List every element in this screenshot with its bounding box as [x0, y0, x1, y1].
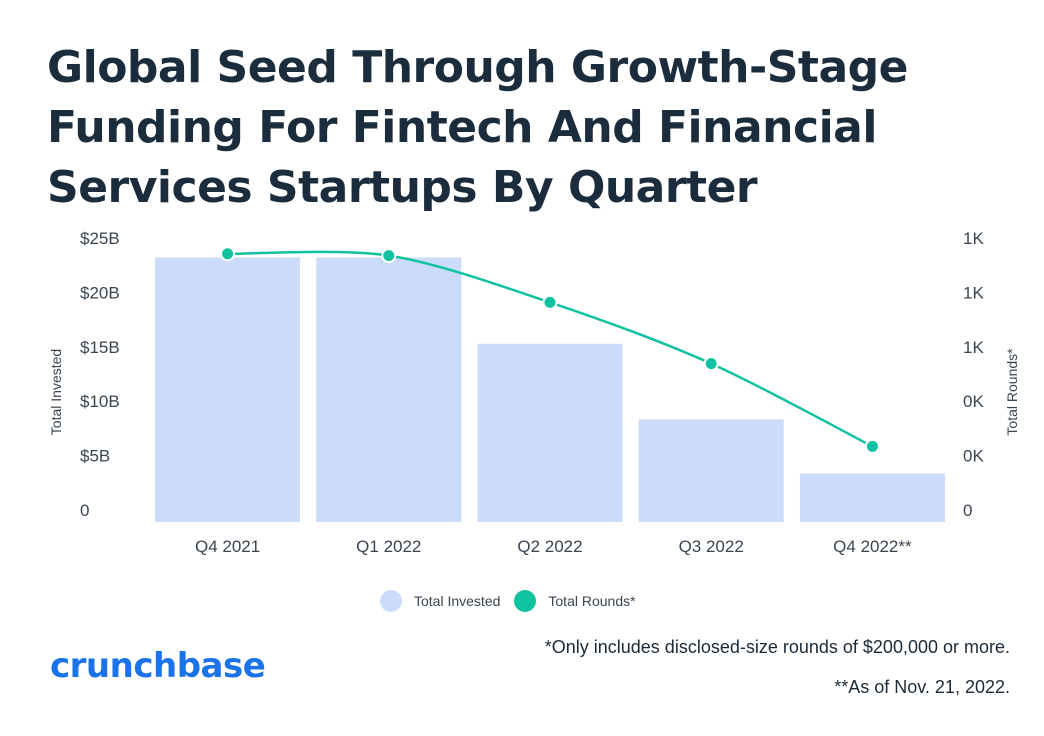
- y-right-tick: 0: [963, 501, 972, 520]
- legend: Total Invested Total Rounds*: [380, 590, 650, 612]
- footnote-rounds: *Only includes disclosed-size rounds of …: [544, 637, 1010, 657]
- y-axis-right-label: Total Rounds*: [1004, 348, 1020, 436]
- x-tick: Q1 2022: [356, 537, 421, 556]
- crunchbase-logo: crunchbase: [50, 646, 266, 686]
- y-left-tick: $5B: [80, 447, 110, 466]
- rounds-point-1[interactable]: [220, 246, 236, 262]
- rounds-point-2[interactable]: [381, 248, 397, 264]
- rounds-point-4[interactable]: [703, 356, 719, 372]
- y-left-tick: $20B: [80, 283, 120, 302]
- x-tick: Q4 2021: [195, 537, 260, 556]
- y-right-tick: 1K: [963, 229, 984, 248]
- x-tick: Q3 2022: [679, 537, 744, 556]
- legend-item-total-invested[interactable]: Total Invested: [380, 590, 500, 612]
- bar-1[interactable]: [155, 257, 301, 522]
- y-left-tick: $25B: [80, 229, 120, 248]
- y-right-tick: 0K: [963, 447, 984, 466]
- bar-2[interactable]: [316, 257, 462, 522]
- bar-4[interactable]: [638, 419, 784, 522]
- bar-5[interactable]: [799, 473, 945, 522]
- y-right-tick: 1K: [963, 283, 984, 302]
- chart-area: 0 $5B $10B $15B $20B $25B 0 0K 0K 1K 1K 1K Q4 2021…: [48, 229, 1020, 556]
- rounds-point-5[interactable]: [864, 438, 880, 454]
- legend-item-total-rounds[interactable]: Total Rounds*: [514, 590, 636, 612]
- y-right-tick: 1K: [963, 338, 984, 357]
- legend-label-total-invested: Total Invested: [414, 593, 501, 609]
- bar-3[interactable]: [477, 343, 623, 522]
- y-left-tick: $15B: [80, 338, 120, 357]
- legend-label-total-rounds: Total Rounds*: [548, 593, 636, 609]
- chart-title: Global Seed Through Growth-Stage Funding…: [47, 42, 909, 213]
- y-right-tick: 0K: [963, 392, 984, 411]
- y-left-tick: 0: [80, 501, 89, 520]
- rounds-point-3[interactable]: [542, 294, 558, 310]
- legend-swatch-line: [514, 590, 537, 612]
- legend-swatch-bar: [380, 590, 402, 612]
- x-tick: Q2 2022: [517, 537, 582, 556]
- y-left-tick: $10B: [80, 392, 120, 411]
- footnote-date: **As of Nov. 21, 2022.: [834, 677, 1010, 697]
- x-tick: Q4 2022**: [833, 537, 912, 556]
- y-axis-left-label: Total Invested: [48, 349, 64, 435]
